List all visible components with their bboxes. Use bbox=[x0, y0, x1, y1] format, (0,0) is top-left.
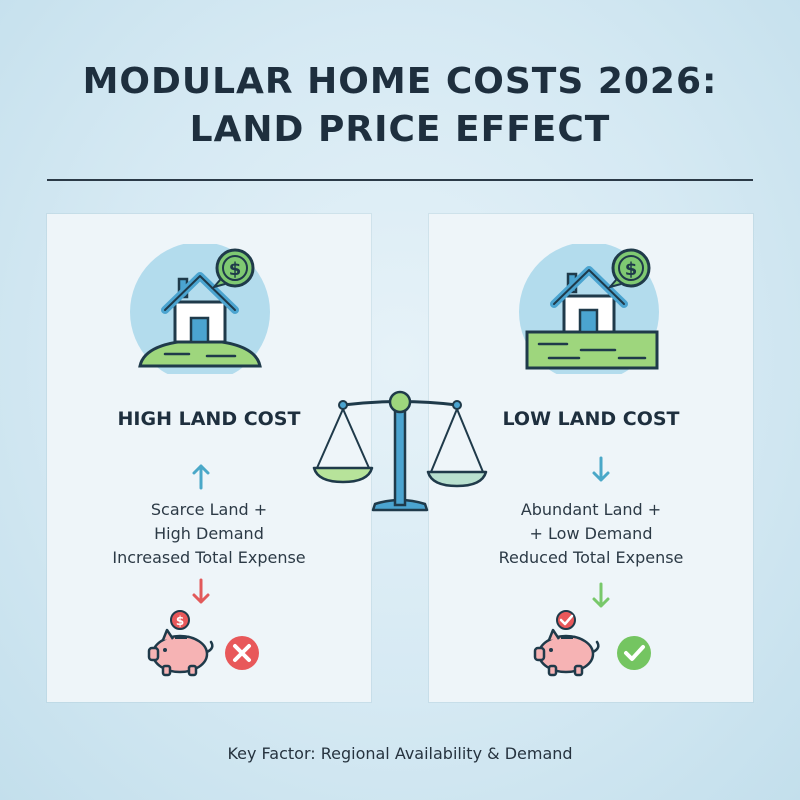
balance-scale-icon bbox=[312, 390, 488, 512]
title-divider bbox=[47, 179, 753, 181]
svg-text:$: $ bbox=[625, 259, 638, 280]
svg-text:$: $ bbox=[176, 614, 184, 628]
text-line-2: High Demand bbox=[154, 524, 264, 543]
dollar-coin-icon: $ bbox=[607, 248, 651, 289]
arrow-down-icon bbox=[592, 456, 610, 482]
page-title: MODULAR HOME COSTS 2026: LAND PRICE EFFE… bbox=[0, 58, 800, 154]
text-line-1: Scarce Land + bbox=[150, 500, 268, 519]
arrow-up-icon bbox=[192, 464, 210, 490]
dollar-coin-icon: $ bbox=[170, 610, 190, 630]
dollar-coin-icon: $ bbox=[211, 248, 255, 289]
piggy-bank-icon: $ bbox=[147, 610, 214, 677]
x-circle-icon bbox=[225, 636, 259, 670]
title-line-1: MODULAR HOME COSTS 2026: bbox=[82, 61, 718, 102]
low-land-cost-heading: LOW LAND COST bbox=[502, 408, 680, 430]
title-line-2: LAND PRICE EFFECT bbox=[189, 109, 611, 150]
check-coin-icon bbox=[556, 610, 576, 630]
high-land-cost-text: Scarce Land + High Demand Increased Tota… bbox=[47, 498, 371, 570]
text-line-1: Abundant Land + bbox=[520, 500, 662, 519]
low-land-cost-text: Abundant Land + + Low Demand Reduced Tot… bbox=[429, 498, 753, 570]
arrow-down-icon bbox=[592, 582, 610, 608]
high-land-cost-heading: HIGH LAND COST bbox=[117, 408, 301, 430]
svg-text:$: $ bbox=[229, 259, 242, 280]
text-line-3: Reduced Total Expense bbox=[498, 548, 684, 567]
check-circle-icon bbox=[617, 636, 651, 670]
high-land-cost-panel: $ HIGH LAND COST Scarce Land + High Dema… bbox=[47, 214, 371, 702]
low-land-cost-panel: $ LOW LAND COST Abundant Land + + Low De… bbox=[429, 214, 753, 702]
arrow-down-icon bbox=[192, 578, 210, 604]
key-factor-footer: Key Factor: Regional Availability & Dema… bbox=[227, 744, 573, 763]
house-on-flat-land-icon: $ bbox=[519, 244, 659, 374]
house-on-hill-icon: $ bbox=[130, 244, 270, 374]
piggy-bank-icon bbox=[533, 610, 600, 677]
text-line-3: Increased Total Expense bbox=[112, 548, 306, 567]
text-line-2: + Low Demand bbox=[529, 524, 653, 543]
